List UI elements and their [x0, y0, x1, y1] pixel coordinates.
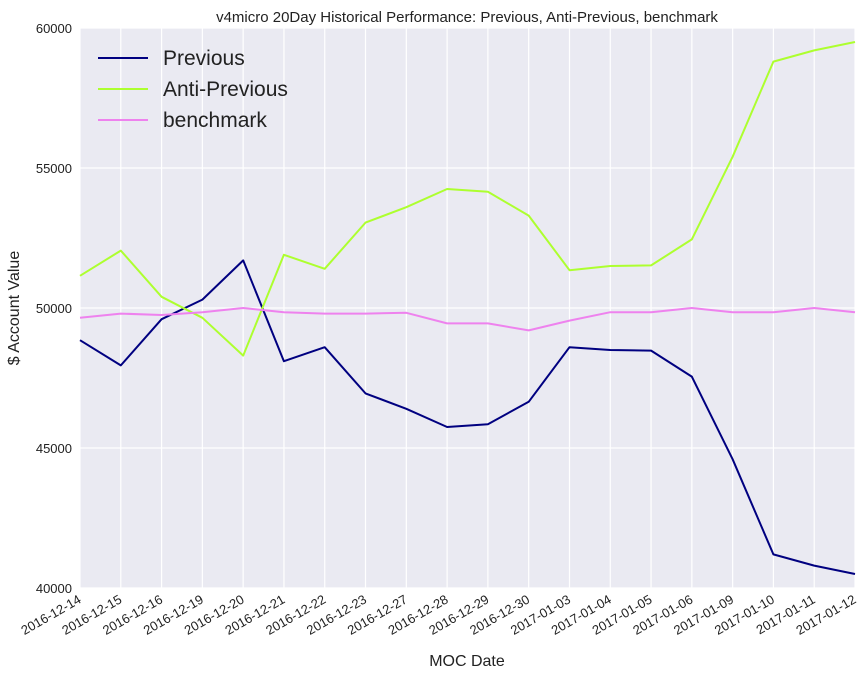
legend: Previous Anti-Previous benchmark: [98, 47, 288, 132]
y-tick-label: 40000: [36, 581, 72, 596]
y-tick-label: 55000: [36, 161, 72, 176]
legend-label: Previous: [163, 47, 245, 70]
series-lines: [79, 41, 856, 575]
legend-label: benchmark: [163, 109, 267, 132]
legend-label: Anti-Previous: [163, 78, 288, 101]
y-tick-label: 50000: [36, 301, 72, 316]
y-axis-ticks: 40000 45000 50000 55000 60000: [36, 21, 72, 596]
x-axis-ticks: 2016-12-142016-12-152016-12-162016-12-19…: [18, 592, 858, 638]
series-line-anti-previous: [79, 41, 856, 357]
series-line-benchmark: [79, 307, 856, 332]
y-tick-label: 45000: [36, 441, 72, 456]
chart-title: v4micro 20Day Historical Performance: Pr…: [216, 9, 718, 26]
y-tick-label: 60000: [36, 21, 72, 36]
y-axis-title: $ Account Value: [6, 251, 23, 366]
series-line-previous: [79, 259, 856, 575]
x-axis-title: MOC Date: [429, 653, 505, 670]
